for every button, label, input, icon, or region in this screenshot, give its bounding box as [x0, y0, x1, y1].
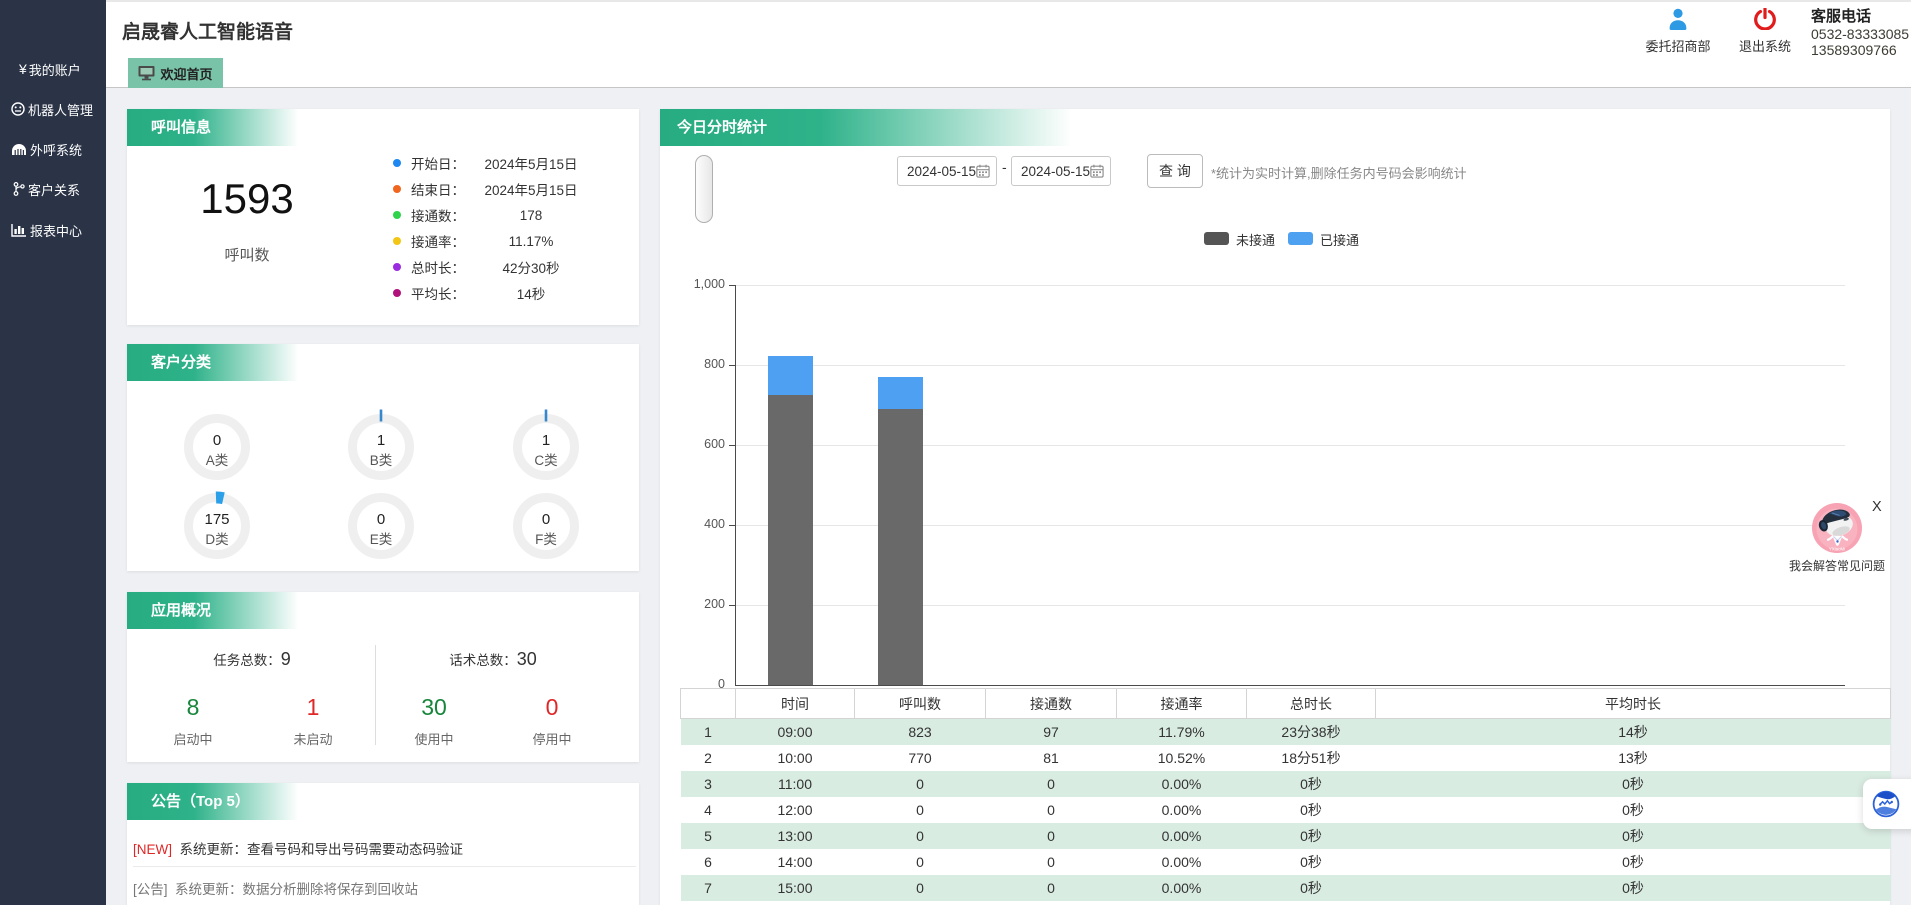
- svg-text:YXiaoMi: YXiaoMi: [1829, 547, 1845, 552]
